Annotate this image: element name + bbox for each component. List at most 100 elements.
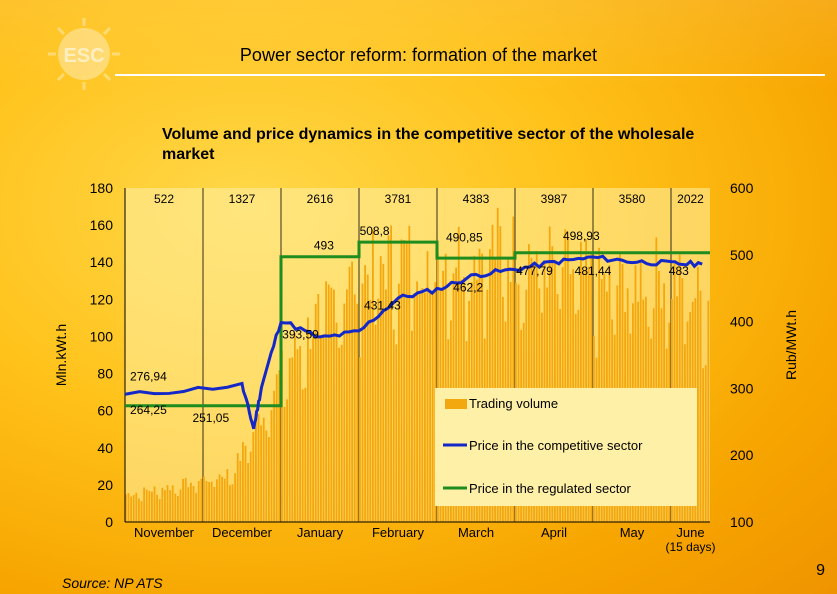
left-tick-label: 0 (105, 514, 113, 530)
company-logo: ESC (48, 18, 120, 90)
volume-bar (127, 493, 130, 522)
volume-bar (242, 442, 244, 522)
left-tick-label: 160 (90, 217, 114, 233)
volume-bar (257, 414, 260, 522)
monthly-volume-label: 2022 (677, 192, 704, 206)
volume-bar (655, 237, 658, 523)
volume-bar (377, 298, 380, 522)
volume-bar (424, 292, 426, 522)
volume-bar (125, 494, 127, 522)
legend-label-regulated: Price in the regulated sector (469, 481, 632, 496)
volume-bar (359, 357, 361, 522)
volume-bar (140, 501, 143, 522)
volume-bar (231, 484, 234, 522)
volume-bar (239, 460, 242, 522)
volume-bar (221, 476, 224, 522)
volume-bar (398, 283, 400, 522)
volume-bar (437, 253, 439, 523)
volume-bar (278, 370, 281, 522)
price-label: 498,93 (563, 229, 600, 243)
volume-bar (364, 265, 367, 522)
volume-bar (218, 474, 221, 522)
volume-bar (322, 334, 325, 522)
legend-label-competitive: Price in the competitive sector (469, 438, 643, 453)
right-tick-label: 600 (730, 180, 754, 196)
volume-bar (418, 291, 421, 522)
volume-bar (190, 482, 192, 522)
volume-bar (702, 368, 705, 522)
volume-bar (512, 216, 515, 522)
page-number: 9 (816, 562, 825, 579)
volume-bar (457, 226, 460, 522)
month-label: December (212, 525, 273, 540)
legend-label-volume: Trading volume (469, 396, 558, 411)
volume-bar (429, 292, 432, 522)
month-label: May (620, 525, 645, 540)
volume-bar (166, 485, 169, 522)
volume-bar (249, 451, 252, 522)
monthly-volume-label: 1327 (229, 192, 256, 206)
volume-bar (551, 246, 554, 522)
volume-bar (400, 239, 403, 522)
volume-bar (226, 469, 229, 522)
volume-bar (496, 207, 499, 522)
volume-bar (535, 251, 538, 522)
left-tick-label: 80 (97, 366, 113, 382)
volume-bar (171, 485, 174, 522)
volume-bar (564, 229, 567, 522)
volume-bar (704, 365, 707, 522)
price-label: 264,25 (130, 403, 167, 417)
left-tick-label: 40 (97, 440, 113, 456)
volume-bar (304, 387, 307, 522)
volume-bar (294, 333, 296, 522)
volume-bar (348, 266, 351, 522)
left-tick-label: 120 (90, 291, 114, 307)
right-axis-label: Rub/MWt.h (783, 310, 799, 380)
title-underline (115, 74, 825, 76)
volume-bar (390, 225, 393, 523)
price-label: 462,2 (453, 281, 483, 295)
price-label: 477,79 (516, 264, 553, 278)
volume-bar (366, 274, 369, 522)
volume-bar (216, 479, 218, 522)
volume-bar (260, 425, 263, 522)
volume-bar (244, 445, 247, 522)
volume-bar (426, 251, 429, 522)
regulated-price-line (125, 240, 710, 408)
left-tick-label: 60 (97, 403, 113, 419)
volume-bar (585, 239, 588, 522)
volume-bar (356, 303, 359, 522)
monthly-volume-label: 4383 (463, 192, 490, 206)
price-label: 251,05 (192, 411, 229, 425)
volume-bar (195, 492, 198, 522)
volume-bar (320, 335, 322, 522)
monthly-volume-label: 3580 (619, 192, 646, 206)
left-tick-label: 20 (97, 477, 113, 493)
volume-bar (697, 266, 699, 522)
volume-bar (379, 256, 382, 522)
volume-bar (268, 437, 270, 522)
volume-bar (296, 349, 299, 522)
volume-bar (387, 235, 390, 523)
volume-bar (135, 492, 138, 522)
volume-bar (270, 410, 273, 522)
volume-bar (325, 281, 328, 522)
volume-bar (312, 337, 315, 522)
price-label: 276,94 (130, 369, 167, 383)
volume-bar (346, 289, 348, 522)
volume-bar (403, 240, 406, 522)
volume-bar (156, 494, 159, 522)
price-label: 490,85 (446, 230, 483, 244)
volume-bar (145, 489, 148, 522)
volume-bar (151, 491, 153, 522)
price-label: 508,8 (360, 224, 390, 238)
volume-bar (580, 241, 582, 522)
right-tick-label: 100 (730, 514, 754, 530)
volume-bar (236, 453, 239, 522)
volume-bar (317, 293, 320, 522)
volume-bar (395, 344, 398, 522)
right-tick-label: 200 (730, 447, 754, 463)
volume-bar (707, 300, 710, 522)
volume-bar (405, 242, 408, 523)
volume-bar (333, 289, 335, 522)
